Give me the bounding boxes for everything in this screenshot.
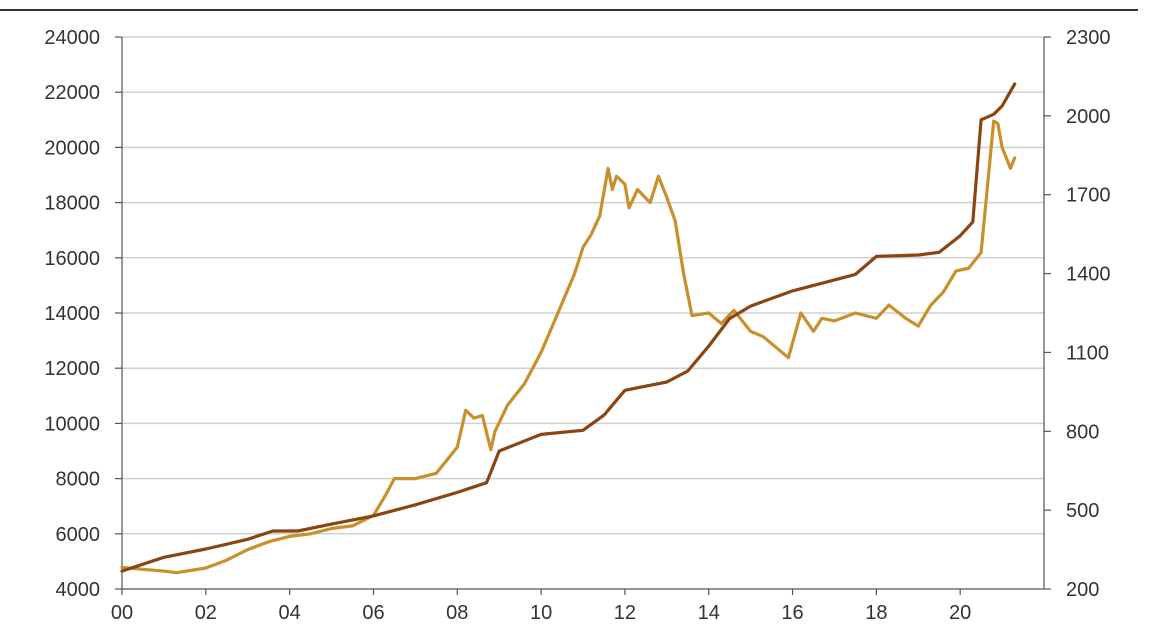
- right-axis-series-line: [120, 119, 1017, 575]
- left-tick-label: 8000: [56, 469, 101, 491]
- left-tick-label: 4000: [56, 579, 101, 601]
- x-tick-label: 14: [698, 602, 720, 624]
- x-tick-label: 02: [195, 602, 217, 624]
- x-tick-label: 04: [279, 602, 301, 624]
- left-tick-label: 18000: [44, 193, 100, 215]
- x-tick-label: 18: [865, 602, 887, 624]
- series-lines: [120, 82, 1017, 575]
- x-tick-label: 00: [111, 602, 133, 624]
- right-tick-label: 800: [1066, 421, 1099, 443]
- left-tick-label: 20000: [44, 137, 100, 159]
- left-tick-label: 14000: [44, 303, 100, 325]
- left-tick-label: 16000: [44, 248, 100, 270]
- right-tick-label: 1700: [1066, 185, 1111, 207]
- x-tick-label: 20: [949, 602, 971, 624]
- left-tick-label: 22000: [44, 82, 100, 104]
- right-tick-label: 1400: [1066, 264, 1111, 286]
- gridlines: [122, 36, 1044, 535]
- left-tick-label: 12000: [44, 358, 100, 380]
- x-tick-label: 16: [781, 602, 803, 624]
- left-tick-label: 24000: [44, 27, 100, 49]
- right-tick-label: 2300: [1066, 27, 1111, 49]
- right-tick-label: 200: [1066, 579, 1099, 601]
- x-tick-label: 12: [614, 602, 636, 624]
- left-tick-label: 6000: [56, 524, 101, 546]
- right-axis-tick-labels: 200 500 800 1100 1400 1700 2000 2300: [1044, 27, 1111, 601]
- right-tick-label: 500: [1066, 500, 1099, 522]
- left-axis-tick-labels: 4000 6000 8000 10000 12000 14000 16000 18000 200…: [44, 27, 122, 601]
- x-tick-label: 10: [530, 602, 552, 624]
- x-tick-label: 08: [446, 602, 468, 624]
- x-axis-ticks: 00 02 04 06 08 10 12 14 16 18 20: [111, 589, 971, 624]
- left-tick-label: 10000: [44, 413, 100, 435]
- right-tick-label: 2000: [1066, 106, 1111, 128]
- right-tick-label: 1100: [1066, 342, 1109, 364]
- x-tick-label: 06: [362, 602, 384, 624]
- left-axis-series-line: [120, 82, 1017, 573]
